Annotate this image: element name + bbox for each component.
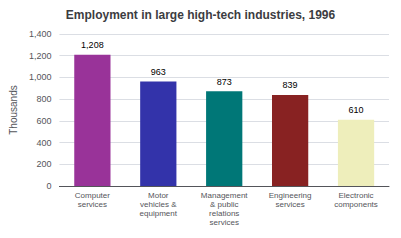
svg-text:1,000: 1,000 [29, 72, 52, 82]
svg-text:relations: relations [209, 209, 239, 218]
svg-text:Engineering: Engineering [269, 191, 312, 200]
svg-text:873: 873 [217, 77, 232, 87]
svg-text:400: 400 [36, 138, 51, 148]
svg-text:vehicles &: vehicles & [140, 200, 177, 209]
svg-text:services: services [210, 218, 239, 227]
svg-text:610: 610 [349, 105, 364, 115]
svg-text:1,208: 1,208 [81, 40, 104, 50]
svg-text:components: components [334, 200, 378, 209]
svg-text:963: 963 [151, 67, 166, 77]
svg-text:services: services [78, 200, 107, 209]
svg-text:200: 200 [36, 159, 51, 169]
svg-text:Management: Management [201, 191, 248, 200]
svg-text:600: 600 [36, 116, 51, 126]
svg-text:Thousands: Thousands [8, 85, 19, 134]
svg-text:Electronic: Electronic [338, 191, 373, 200]
svg-text:0: 0 [46, 181, 51, 191]
svg-text:839: 839 [283, 80, 298, 90]
svg-text:equipment: equipment [140, 209, 178, 218]
svg-text:1,400: 1,400 [29, 29, 52, 39]
svg-text:Computer: Computer [75, 191, 110, 200]
svg-text:1,200: 1,200 [29, 51, 52, 61]
svg-text:Motor: Motor [148, 191, 169, 200]
svg-text:services: services [275, 200, 304, 209]
svg-text:800: 800 [36, 94, 51, 104]
svg-text:Employment in large high-tech: Employment in large high-tech industries… [66, 8, 336, 22]
svg-text:& public: & public [210, 200, 238, 209]
